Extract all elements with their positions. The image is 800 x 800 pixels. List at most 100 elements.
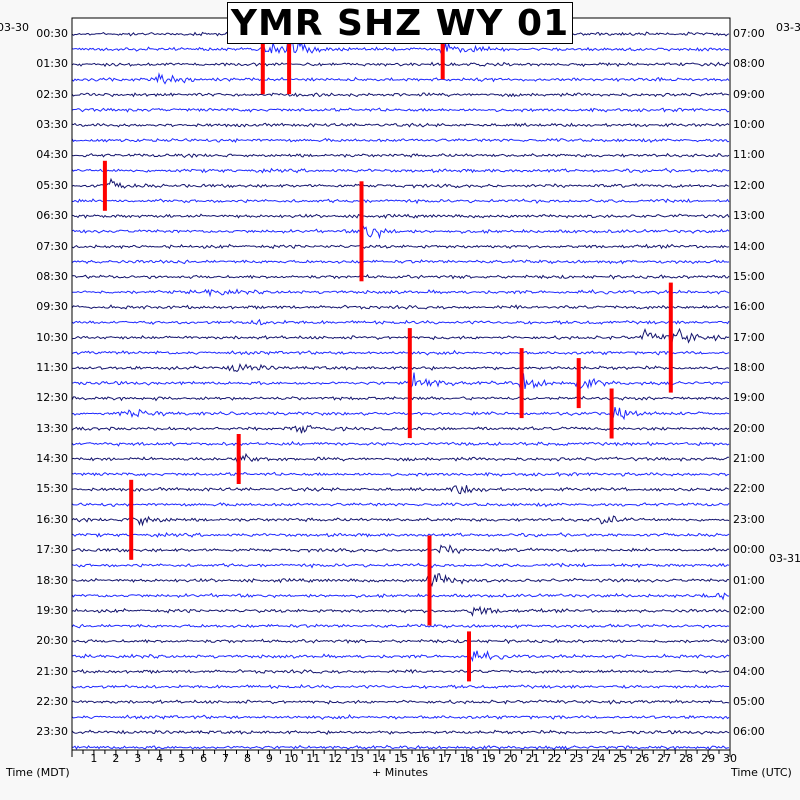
x-axis-label: + Minutes <box>372 766 429 779</box>
right-time-label: 17:00 <box>733 330 765 344</box>
x-tick-label: 10 <box>284 752 299 765</box>
x-tick-label: 26 <box>635 752 650 765</box>
trace-row-21 <box>71 349 730 356</box>
clipped-event-26 <box>467 631 471 682</box>
trace-row-19 <box>71 318 730 326</box>
clipped-event-20 <box>129 479 134 560</box>
clipped-event-5 <box>359 181 364 282</box>
trace-row-12 <box>71 213 730 219</box>
trace-row-25 <box>71 406 730 421</box>
x-tick-label: 8 <box>244 752 251 765</box>
clipped-event-12 <box>519 348 524 419</box>
clipped-event-15 <box>609 388 614 439</box>
right-time-label: 11:00 <box>733 148 765 162</box>
clipped-event-11 <box>407 328 412 439</box>
right-axis-label: Time (UTC) <box>731 766 792 779</box>
x-tick-label: 5 <box>178 752 186 765</box>
trace-row-39 <box>71 623 730 629</box>
trace-row-29 <box>71 471 730 477</box>
left-time-label: 20:30 <box>36 634 68 648</box>
trace-row-20 <box>71 327 730 351</box>
trace-row-33 <box>71 532 730 538</box>
right-time-label: 20:00 <box>733 421 765 435</box>
right-time-label: 21:00 <box>733 452 765 465</box>
x-tick-label: 6 <box>200 752 208 765</box>
clipped-event-2 <box>440 19 445 80</box>
left-time-label: 17:30 <box>36 543 68 557</box>
left-time-label: 08:30 <box>36 269 68 283</box>
trace-row-17 <box>71 288 730 298</box>
x-tick-label: 17 <box>437 752 452 765</box>
left-time-label: 15:30 <box>36 482 68 496</box>
x-axis-ticks <box>71 750 731 757</box>
x-tick-label: 20 <box>503 752 518 765</box>
trace-row-37 <box>71 592 730 601</box>
right-time-label: 01:00 <box>733 573 765 587</box>
right-time-label: 15:00 <box>733 269 765 283</box>
trace-row-8 <box>71 152 730 159</box>
trace-row-31 <box>71 502 730 508</box>
x-tick-label: 12 <box>328 752 343 765</box>
left-date-label: 03-30 <box>0 21 29 34</box>
right-time-label: 04:00 <box>733 664 765 678</box>
clipped-event-4 <box>102 160 107 211</box>
left-time-label: 09:30 <box>36 300 68 314</box>
trace-row-40 <box>71 638 730 645</box>
right-time-label: 03:00 <box>733 634 765 648</box>
right-time-label: 22:00 <box>733 482 765 496</box>
left-time-label: 18:30 <box>36 573 68 587</box>
left-time-label: 13:30 <box>36 421 68 435</box>
trace-row-6 <box>71 122 730 128</box>
right-time-label: 09:00 <box>733 87 765 101</box>
x-tick-label: 14 <box>372 752 387 765</box>
x-tick-label: 11 <box>306 752 321 765</box>
right-time-label: 10:00 <box>733 118 765 132</box>
right-date-change-label: 03-31 <box>769 552 800 565</box>
trace-row-26 <box>71 424 730 434</box>
x-tick-label: 16 <box>415 752 430 765</box>
trace-row-16 <box>71 274 730 280</box>
trace-row-3 <box>71 72 730 85</box>
seismic-traces <box>71 31 730 751</box>
clipped-event-13 <box>576 358 581 409</box>
x-tick-label: 15 <box>394 752 408 765</box>
trace-row-38 <box>71 605 730 617</box>
trace-row-15 <box>71 258 730 265</box>
x-tick-label: 13 <box>350 752 365 765</box>
left-time-label: 04:30 <box>36 148 68 162</box>
trace-row-7 <box>71 137 730 144</box>
x-tick-label: 19 <box>481 752 496 765</box>
trace-row-10 <box>71 177 730 193</box>
trace-row-24 <box>71 395 730 402</box>
x-tick-label: 3 <box>134 752 142 765</box>
right-time-label: 08:00 <box>733 57 765 71</box>
trace-row-28 <box>71 452 730 464</box>
clipped-event-23 <box>427 535 432 626</box>
right-time-label: 02:00 <box>733 603 765 617</box>
right-time-label: 07:00 <box>733 27 765 40</box>
trace-row-13 <box>71 224 730 240</box>
trace-row-9 <box>71 167 730 174</box>
trace-row-30 <box>71 485 730 495</box>
right-time-label: 14:00 <box>733 239 765 253</box>
clipped-event-9 <box>668 282 673 393</box>
left-time-label: 22:30 <box>36 694 68 708</box>
trace-row-47 <box>71 744 730 751</box>
trace-row-45 <box>71 714 730 720</box>
left-time-label: 19:30 <box>36 603 68 617</box>
left-time-label: 11:30 <box>36 361 68 374</box>
x-tick-label: 22 <box>547 752 562 765</box>
x-tick-label: 21 <box>525 752 540 765</box>
x-tick-label: 24 <box>591 752 606 765</box>
right-time-label: 12:00 <box>733 178 765 192</box>
x-tick-label: 4 <box>156 752 164 765</box>
trace-row-46 <box>71 729 730 736</box>
seismic-events <box>102 4 673 682</box>
left-time-label: 01:30 <box>36 57 68 71</box>
x-tick-label: 18 <box>459 752 474 765</box>
left-time-label: 03:30 <box>36 118 68 132</box>
right-time-label: 00:00 <box>733 543 765 557</box>
trace-row-2 <box>71 61 730 68</box>
left-time-label: 10:30 <box>36 330 68 344</box>
